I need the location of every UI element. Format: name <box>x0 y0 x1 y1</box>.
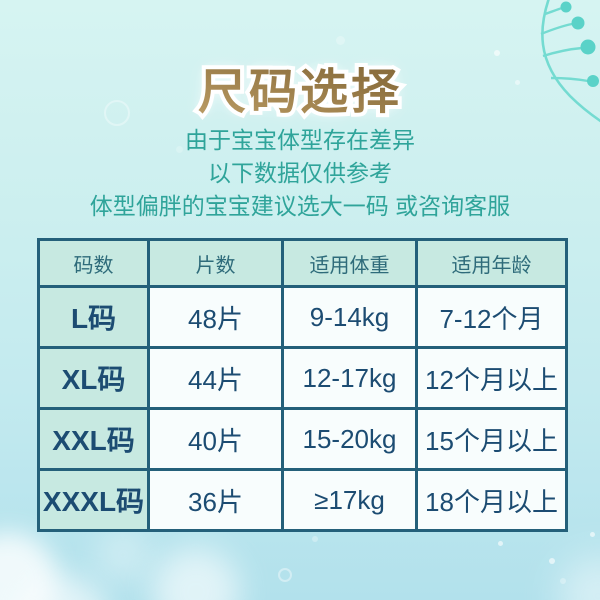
bubble <box>498 541 503 546</box>
cell-pieces: 48片 <box>147 285 284 349</box>
size-table: 码数 片数 适用体重 适用年龄 L码 48片 9-14kg 7-12个月 XL码… <box>37 238 568 532</box>
page-title-outline: 尺码选择 <box>0 52 600 123</box>
table-row-xl: XL码 44片 12-17kg 12个月以上 <box>37 346 568 410</box>
cell-size: XXL码 <box>37 407 150 471</box>
table-row-l: L码 48片 9-14kg 7-12个月 <box>37 285 568 349</box>
note-line-2: 以下数据仅供参考 <box>208 160 392 186</box>
cell-weight: 9-14kg <box>281 285 418 349</box>
bokeh-light <box>18 575 108 600</box>
cell-pieces: 36片 <box>147 468 284 532</box>
cell-age: 15个月以上 <box>415 407 568 471</box>
bubble <box>336 36 345 45</box>
column-header-size: 码数 <box>37 238 150 288</box>
note-line-3: 体型偏胖的宝宝建议选大一码 或咨询客服 <box>89 193 511 219</box>
bubble <box>312 536 318 542</box>
bubble <box>560 578 566 584</box>
cell-pieces: 44片 <box>147 346 284 410</box>
column-header-pieces: 片数 <box>147 238 284 288</box>
bubble <box>278 568 292 582</box>
bokeh-light <box>0 532 58 600</box>
bubble <box>590 532 595 537</box>
table-row-xxxl: XXXL码 36片 ≥17kg 18个月以上 <box>37 468 568 532</box>
cell-size: XXXL码 <box>37 468 150 532</box>
cell-weight: 15-20kg <box>281 407 418 471</box>
bokeh-light <box>558 556 600 600</box>
cell-size: L码 <box>37 285 150 349</box>
notes: 由于宝宝体型存在差异 以下数据仅供参考 体型偏胖的宝宝建议选大一码 或咨询客服 <box>0 124 600 223</box>
cell-weight: 12-17kg <box>281 346 418 410</box>
page-title-text: 尺码选择 <box>0 52 600 122</box>
page-title: 尺码选择 尺码选择 <box>0 52 600 123</box>
branch-decoration-icon <box>540 0 600 123</box>
cell-age: 18个月以上 <box>415 468 568 532</box>
cell-age: 7-12个月 <box>415 285 568 349</box>
cell-pieces: 40片 <box>147 407 284 471</box>
bokeh-light <box>96 528 150 582</box>
bokeh-light <box>152 548 240 600</box>
cell-age: 12个月以上 <box>415 346 568 410</box>
column-header-weight: 适用体重 <box>281 238 418 288</box>
bubble <box>549 558 555 564</box>
cell-size: XL码 <box>37 346 150 410</box>
column-header-age: 适用年龄 <box>415 238 568 288</box>
cell-weight: ≥17kg <box>281 468 418 532</box>
table-header-row: 码数 片数 适用体重 适用年龄 <box>37 238 568 288</box>
table-row-xxl: XXL码 40片 15-20kg 15个月以上 <box>37 407 568 471</box>
note-line-1: 由于宝宝体型存在差异 <box>185 127 415 153</box>
